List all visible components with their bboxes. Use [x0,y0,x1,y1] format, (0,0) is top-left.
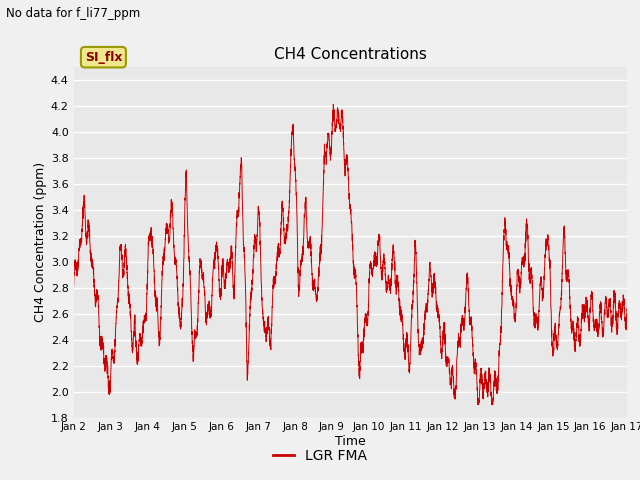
Legend: LGR FMA: LGR FMA [268,443,372,468]
Text: SI_flx: SI_flx [84,51,122,64]
X-axis label: Time: Time [335,435,366,448]
Y-axis label: CH4 Concentration (ppm): CH4 Concentration (ppm) [34,162,47,323]
Text: No data for f_li77_ppm: No data for f_li77_ppm [6,7,141,20]
Title: CH4 Concentrations: CH4 Concentrations [274,47,427,62]
